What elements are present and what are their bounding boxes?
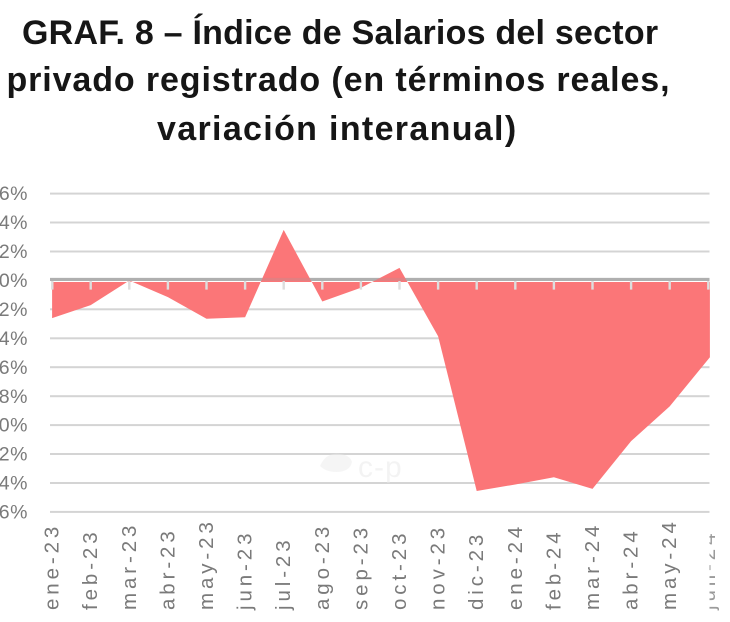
svg-text:nov-23: nov-23 — [427, 524, 450, 610]
svg-text:may-24: may-24 — [658, 518, 681, 610]
svg-text:mar-24: mar-24 — [581, 522, 604, 610]
svg-text:ago-23: ago-23 — [311, 523, 334, 610]
svg-text:feb-23: feb-23 — [79, 528, 102, 610]
svg-text:may-23: may-23 — [195, 518, 218, 610]
svg-text:-6%: -6% — [0, 357, 28, 379]
svg-text:-16%: -16% — [0, 502, 28, 524]
svg-text:-2%: -2% — [0, 299, 28, 321]
svg-text:-4%: -4% — [0, 328, 28, 350]
svg-text:jun-24: jun-24 — [697, 530, 720, 611]
svg-text:jul-23: jul-23 — [272, 536, 295, 611]
svg-text:abr-23: abr-23 — [156, 527, 179, 610]
svg-text:-12%: -12% — [0, 444, 28, 466]
svg-text:dic-23: dic-23 — [465, 531, 488, 610]
svg-text:-14%: -14% — [0, 473, 28, 495]
svg-text:4%: 4% — [0, 212, 28, 234]
svg-text:2%: 2% — [0, 241, 28, 263]
svg-text:-8%: -8% — [0, 386, 28, 408]
svg-text:ene-23: ene-23 — [41, 523, 64, 610]
svg-text:6%: 6% — [0, 183, 28, 205]
svg-text:oct-23: oct-23 — [388, 530, 411, 610]
svg-text:-10%: -10% — [0, 415, 28, 437]
svg-text:ene-24: ene-24 — [504, 523, 527, 610]
svg-text:sep-23: sep-23 — [349, 524, 372, 610]
svg-text:feb-24: feb-24 — [542, 528, 565, 610]
svg-text:abr-24: abr-24 — [620, 527, 643, 610]
svg-text:c-p: c-p — [358, 451, 403, 484]
svg-text:mar-23: mar-23 — [118, 522, 141, 610]
svg-text:0%: 0% — [0, 270, 28, 292]
svg-text:jun-23: jun-23 — [234, 530, 257, 611]
